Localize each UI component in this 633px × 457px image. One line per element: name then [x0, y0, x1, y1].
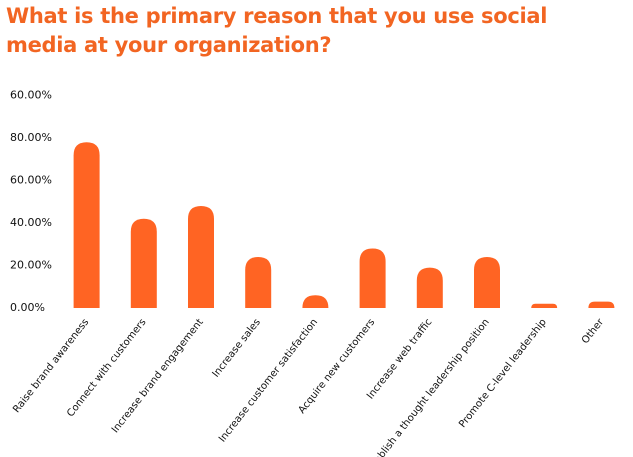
bar: [73, 142, 100, 308]
bar: [188, 206, 214, 308]
y-tick-label: 20.00%: [10, 259, 52, 272]
y-tick-label: 40.00%: [10, 216, 52, 229]
y-tick-label: 60.00%: [10, 174, 52, 187]
y-tick-label: 80.00%: [10, 131, 52, 144]
y-tick-label: 60.00%: [10, 89, 52, 102]
bar: [474, 257, 500, 308]
x-tick-label: Increase sales: [211, 317, 263, 380]
bar: [130, 218, 157, 308]
chart-title: What is the primary reason that you use …: [6, 4, 548, 57]
bar: [302, 295, 329, 308]
y-tick-label: 0.00%: [10, 301, 45, 314]
x-tick-label: Increase brand engagement: [110, 317, 206, 435]
bar: [416, 267, 443, 308]
bar: [588, 301, 615, 308]
x-tick-label: Other: [580, 316, 607, 346]
x-tick-label: Increase web traffic: [365, 317, 434, 402]
bar: [359, 248, 386, 308]
x-tick-label: Increase customer satisfaction: [217, 317, 320, 445]
bar: [245, 257, 272, 308]
bar: [531, 303, 558, 308]
